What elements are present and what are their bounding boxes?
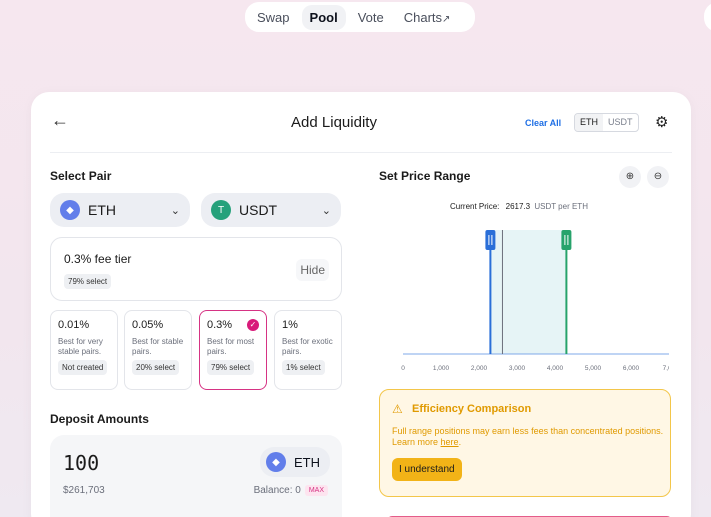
max-button[interactable]: MAX: [304, 485, 328, 496]
nav-charts[interactable]: Charts↗: [396, 5, 459, 30]
tier-pct: 0.05%: [132, 319, 164, 331]
fee-tier-option[interactable]: 0.05% Best for stable pairs. 20% select: [124, 310, 192, 390]
zoom-in-icon[interactable]: ⊕: [619, 166, 641, 188]
account-pill[interactable]: [704, 2, 711, 32]
toggle-usdt[interactable]: USDT: [608, 117, 633, 127]
tier-desc: Best for very stable pairs.: [58, 337, 103, 356]
add-liquidity-card: ← Add Liquidity Clear All ETH USDT ⚙ Sel…: [31, 92, 691, 517]
usdt-icon: T: [211, 200, 231, 220]
i-understand-button[interactable]: I understand: [392, 458, 462, 481]
x-tick-label: 0: [401, 365, 405, 372]
efficiency-text: Full range positions may earn less fees …: [392, 426, 664, 447]
top-nav: Swap Pool Vote Charts↗: [245, 2, 475, 32]
clear-all-button[interactable]: Clear All: [525, 118, 562, 128]
tier-badge: 20% select: [132, 360, 180, 375]
deposit-usd-value: $261,703: [63, 485, 105, 496]
deposit-token-symbol: ETH: [294, 454, 320, 470]
deposit-amounts-label: Deposit Amounts: [50, 412, 149, 426]
fee-tier-badge: 79% select: [64, 274, 112, 289]
tier-pct: 0.3%: [207, 319, 233, 331]
x-tick-label: 1,000: [433, 365, 450, 372]
nav-pool[interactable]: Pool: [301, 4, 346, 30]
token-a-select[interactable]: ◆ ETH ⌄: [50, 193, 190, 227]
tier-badge: Not created: [58, 360, 108, 375]
x-tick-label: 7,00: [663, 365, 669, 372]
deposit-token-chip: ◆ ETH: [260, 447, 330, 477]
x-tick-label: 6,000: [623, 365, 640, 372]
fee-tier-option[interactable]: 1% Best for exotic pairs. 1% select: [274, 310, 342, 390]
page-title: Add Liquidity: [291, 114, 377, 131]
select-pair-label: Select Pair: [50, 169, 112, 183]
eth-icon: ◆: [266, 452, 286, 472]
token-b-symbol: USDT: [239, 202, 278, 218]
check-icon: ✓: [247, 319, 259, 331]
tier-badge: 79% select: [207, 360, 255, 375]
token-a-symbol: ETH: [88, 202, 116, 218]
card-header: ← Add Liquidity Clear All ETH USDT ⚙: [31, 92, 691, 152]
tier-desc: Best for stable pairs.: [132, 337, 184, 356]
current-price-unit: USDT per ETH: [534, 202, 588, 211]
nav-swap[interactable]: Swap: [257, 9, 290, 25]
external-link-icon: ↗: [442, 13, 451, 25]
tier-pct: 1%: [282, 319, 298, 331]
chevron-down-icon: ⌄: [170, 204, 180, 217]
warning-icon: ⚠: [392, 402, 403, 416]
fee-tier-option[interactable]: 0.01% Best for very stable pairs. Not cr…: [50, 310, 118, 390]
range-min-handle[interactable]: [485, 230, 496, 250]
fee-tier-option[interactable]: 0.3% ✓ Best for most pairs. 79% select: [199, 310, 267, 390]
gear-icon[interactable]: ⚙: [655, 114, 669, 131]
tier-desc: Best for most pairs.: [207, 337, 255, 356]
x-tick-label: 5,000: [585, 365, 602, 372]
toggle-eth[interactable]: ETH: [575, 114, 603, 131]
tier-badge: 1% select: [282, 360, 325, 375]
nav-charts-label: Charts: [403, 9, 443, 25]
chevron-down-icon: ⌄: [321, 204, 331, 217]
deposit-box: 100 $261,703 ◆ ETH Balance: 0 MAX: [50, 435, 342, 517]
current-price-value: 2617.3: [505, 202, 531, 211]
current-price-label: Current Price:: [450, 202, 500, 211]
learn-more-link[interactable]: here: [440, 437, 459, 447]
efficiency-warning: ⚠ Efficiency Comparison Full range posit…: [379, 389, 671, 497]
tier-pct: 0.01%: [58, 319, 90, 331]
efficiency-text-body: Full range positions may earn less fees …: [392, 426, 664, 447]
token-order-toggle[interactable]: ETH USDT: [574, 113, 639, 132]
current-price: Current Price: 2617.3 USDT per ETH: [379, 202, 659, 211]
x-tick-label: 3,000: [509, 365, 526, 372]
tier-desc: Best for exotic pairs.: [282, 337, 333, 356]
range-max-handle[interactable]: [561, 230, 572, 250]
arrow-left-icon[interactable]: ←: [51, 110, 69, 130]
set-price-range-label: Set Price Range: [379, 169, 471, 183]
x-tick-label: 4,000: [547, 365, 564, 372]
eth-icon: ◆: [60, 200, 80, 220]
zoom-out-icon[interactable]: ⊖: [647, 166, 669, 188]
fee-tier-box: 0.3% fee tier 79% select Hide: [50, 237, 342, 301]
efficiency-title: Efficiency Comparison: [412, 403, 532, 415]
deposit-amount-input[interactable]: 100: [63, 451, 100, 475]
balance-row: Balance: 0 MAX: [254, 485, 328, 496]
fee-tier-title: 0.3% fee tier: [64, 252, 132, 266]
nav-vote[interactable]: Vote: [357, 9, 384, 25]
price-range-chart[interactable]: 0 1,000 2,000 3,000 4,000 5,000 6,000 7,00: [379, 222, 669, 377]
token-b-select[interactable]: T USDT ⌄: [201, 193, 341, 227]
hide-button[interactable]: Hide: [296, 259, 329, 281]
balance-text: Balance: 0: [253, 485, 301, 496]
x-tick-label: 2,000: [471, 365, 488, 372]
selected-range-area: [490, 230, 567, 354]
header-divider: [50, 152, 672, 153]
